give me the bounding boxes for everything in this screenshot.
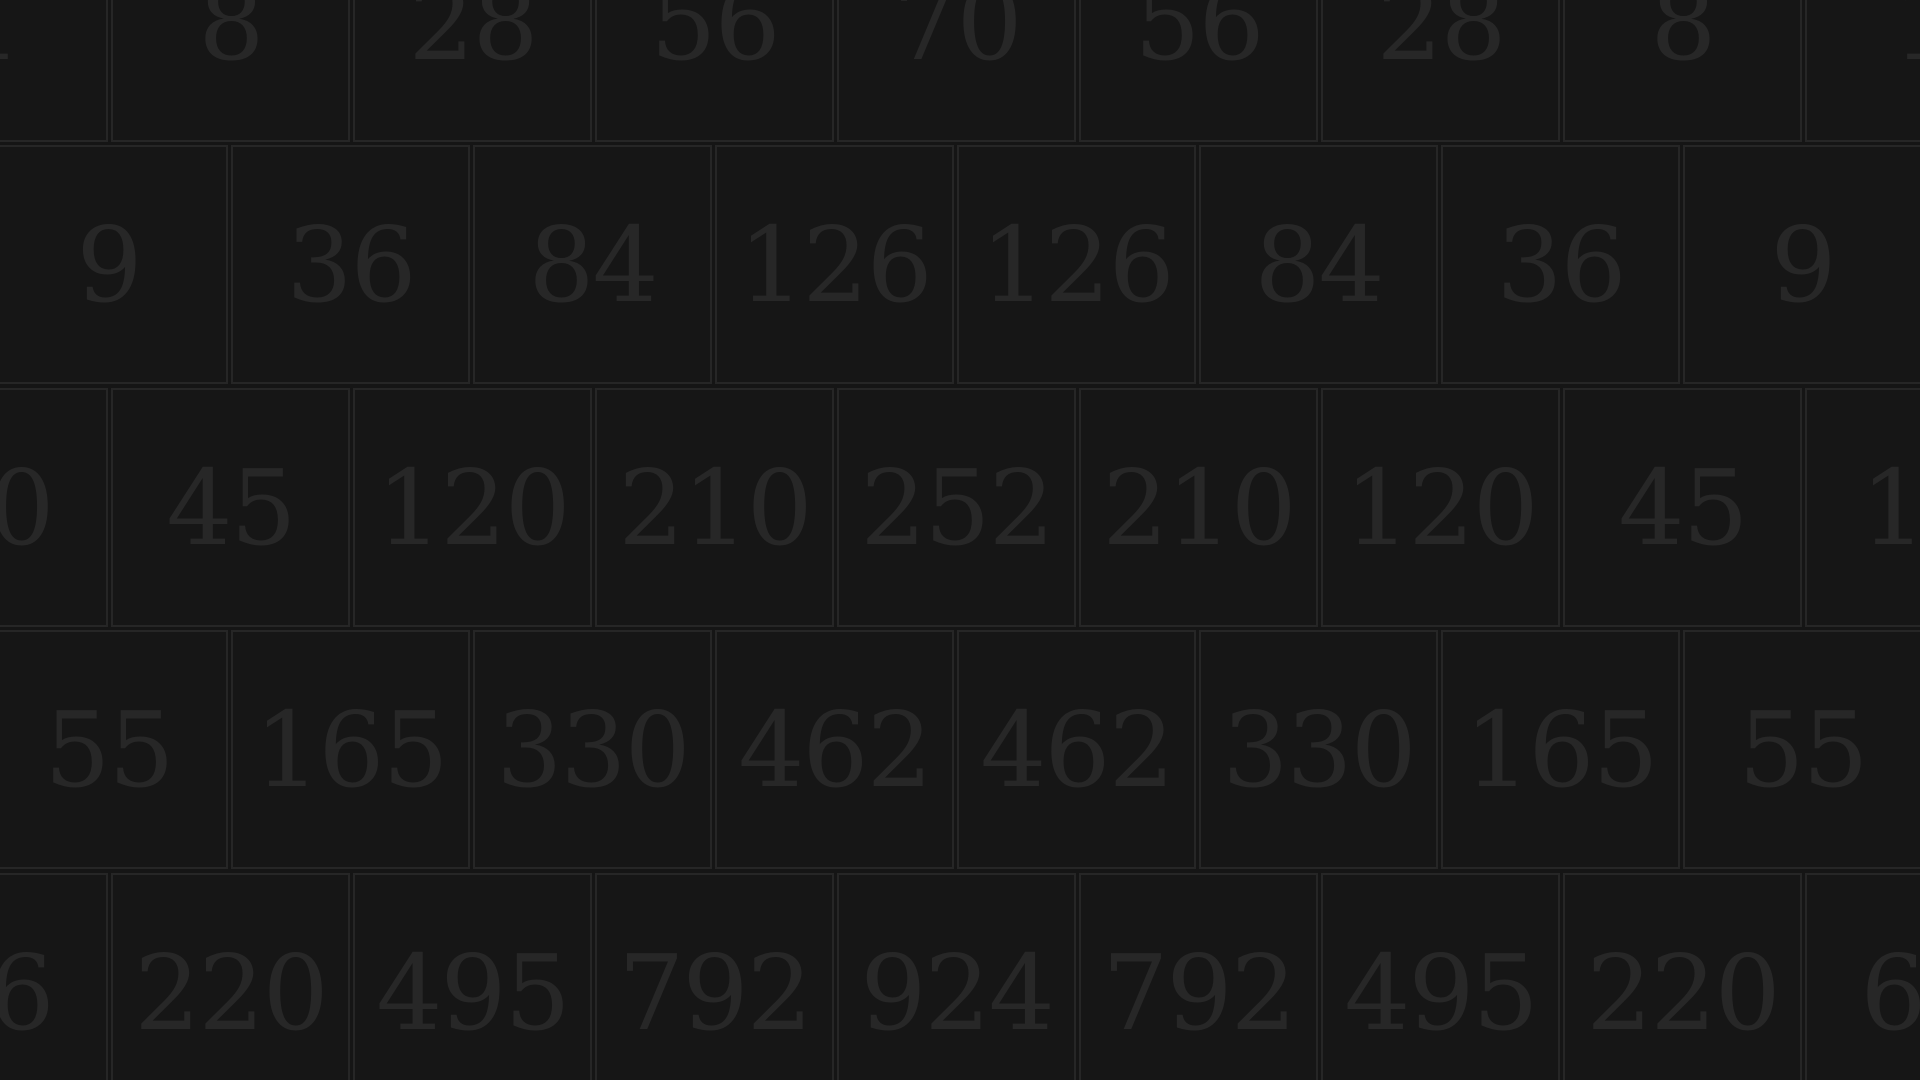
number-cell: 10 <box>1805 388 1920 627</box>
number-row: 55 165 330 462 462 330 165 55 <box>0 630 1920 872</box>
number-cell: 120 <box>353 388 592 627</box>
number-cell: 120 <box>1321 388 1560 627</box>
number-cell: 66 <box>0 873 108 1080</box>
number-cell: 8 <box>111 0 350 142</box>
number-cell: 495 <box>353 873 592 1080</box>
number-row: 18285670562881 <box>0 0 1920 145</box>
number-cell: 8 <box>1563 0 1802 142</box>
number-cell: 56 <box>595 0 834 142</box>
number-row: 9 36 84 126 126 84 36 9 <box>0 145 1920 387</box>
number-cell: 55 <box>0 630 228 869</box>
number-cell: 66 <box>1805 873 1920 1080</box>
number-cell: 792 <box>595 873 834 1080</box>
number-cell: 126 <box>957 145 1196 384</box>
number-cell: 70 <box>837 0 1076 142</box>
number-row: 6622049579292479249522066 <box>0 873 1920 1080</box>
number-cell: 462 <box>957 630 1196 869</box>
number-cell: 36 <box>1441 145 1680 384</box>
number-cell: 56 <box>1079 0 1318 142</box>
number-cell: 165 <box>231 630 470 869</box>
number-cell: 330 <box>1199 630 1438 869</box>
number-cell: 220 <box>111 873 350 1080</box>
number-cell: 10 <box>0 388 108 627</box>
number-cell: 1 <box>0 0 108 142</box>
number-cell: 126 <box>715 145 954 384</box>
number-cell: 55 <box>1683 630 1920 869</box>
number-cell: 252 <box>837 388 1076 627</box>
number-row: 10451202102522101204510 <box>0 388 1920 630</box>
number-cell: 792 <box>1079 873 1318 1080</box>
number-cell: 45 <box>111 388 350 627</box>
number-cell: 210 <box>1079 388 1318 627</box>
number-cell: 1 <box>1805 0 1920 142</box>
number-cell: 924 <box>837 873 1076 1080</box>
number-cell: 165 <box>1441 630 1680 869</box>
number-cell: 84 <box>1199 145 1438 384</box>
number-cell: 220 <box>1563 873 1802 1080</box>
number-cell: 28 <box>1321 0 1560 142</box>
number-cell: 462 <box>715 630 954 869</box>
number-cell: 330 <box>473 630 712 869</box>
number-cell: 495 <box>1321 873 1560 1080</box>
number-cell: 9 <box>0 145 228 384</box>
number-cell: 28 <box>353 0 592 142</box>
number-cell: 210 <box>595 388 834 627</box>
number-cell: 9 <box>1683 145 1920 384</box>
number-cell: 45 <box>1563 388 1802 627</box>
number-cell: 84 <box>473 145 712 384</box>
number-cell: 36 <box>231 145 470 384</box>
